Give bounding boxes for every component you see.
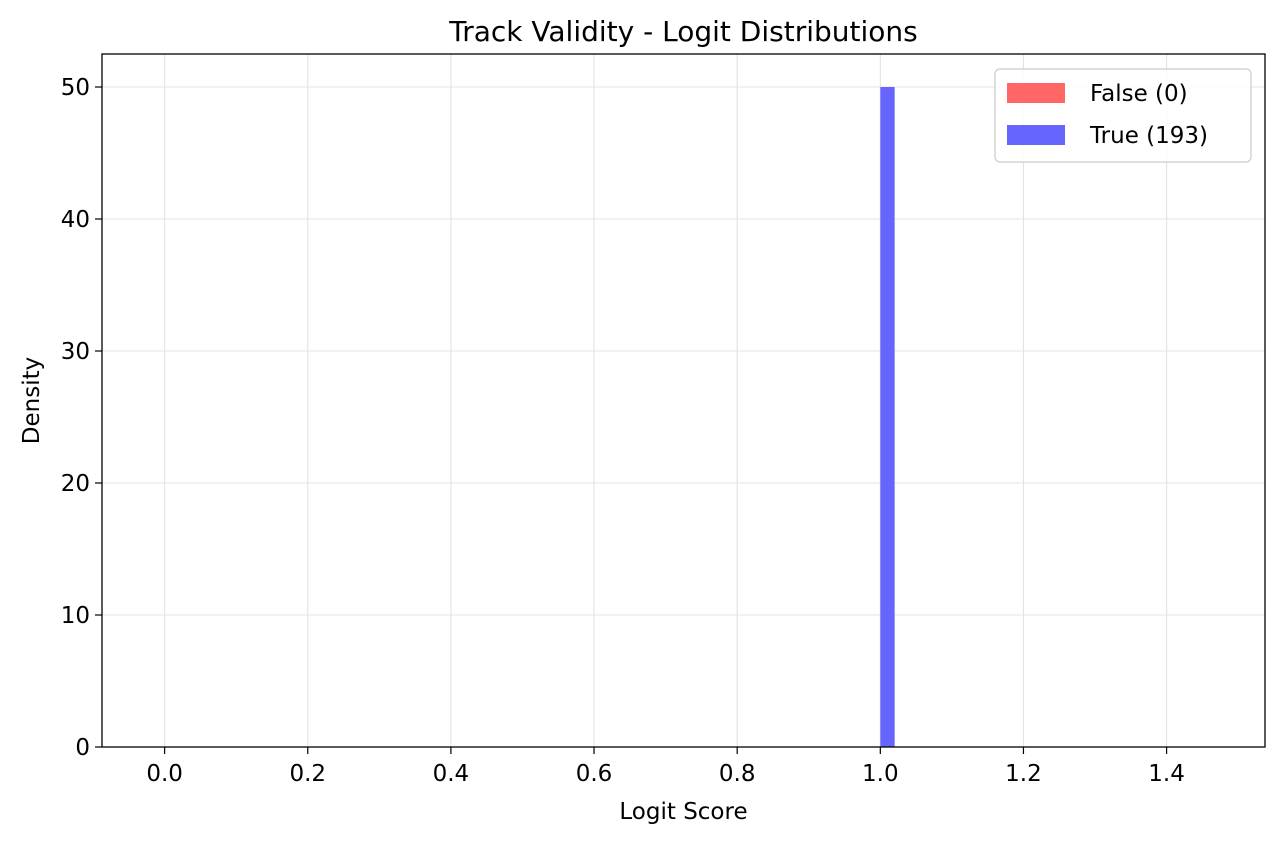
y-tick-label: 0 (75, 735, 90, 761)
x-tick-label: 0.0 (146, 761, 183, 787)
legend-label: True (193) (1089, 123, 1208, 149)
y-axis-ticks: 0 10 20 30 40 50 (61, 75, 102, 761)
histogram-bar (880, 87, 895, 747)
x-tick-label: 1.4 (1148, 761, 1185, 787)
legend: False (0) True (193) (994, 68, 1252, 163)
legend-label: False (0) (1090, 81, 1188, 107)
x-axis-title: Logit Score (619, 799, 747, 825)
histogram-bars (880, 87, 895, 747)
y-tick-label: 40 (61, 207, 90, 233)
x-tick-label: 0.6 (576, 761, 613, 787)
legend-swatch (1007, 125, 1065, 145)
x-tick-label: 0.8 (719, 761, 756, 787)
y-tick-label: 50 (61, 75, 90, 101)
x-axis-ticks: 0.0 0.2 0.4 0.6 0.8 1.0 1.2 1.4 (146, 747, 1185, 787)
y-tick-label: 20 (61, 471, 90, 497)
x-tick-label: 0.2 (289, 761, 326, 787)
y-tick-label: 30 (61, 339, 90, 365)
x-tick-label: 0.4 (433, 761, 470, 787)
legend-swatch (1007, 83, 1065, 103)
x-tick-label: 1.2 (1005, 761, 1042, 787)
y-axis-title: Density (19, 357, 45, 444)
y-tick-label: 10 (61, 603, 90, 629)
x-tick-label: 1.0 (862, 761, 899, 787)
chart-title: Track Validity - Logit Distributions (448, 15, 917, 48)
plot-frame (101, 53, 1266, 748)
